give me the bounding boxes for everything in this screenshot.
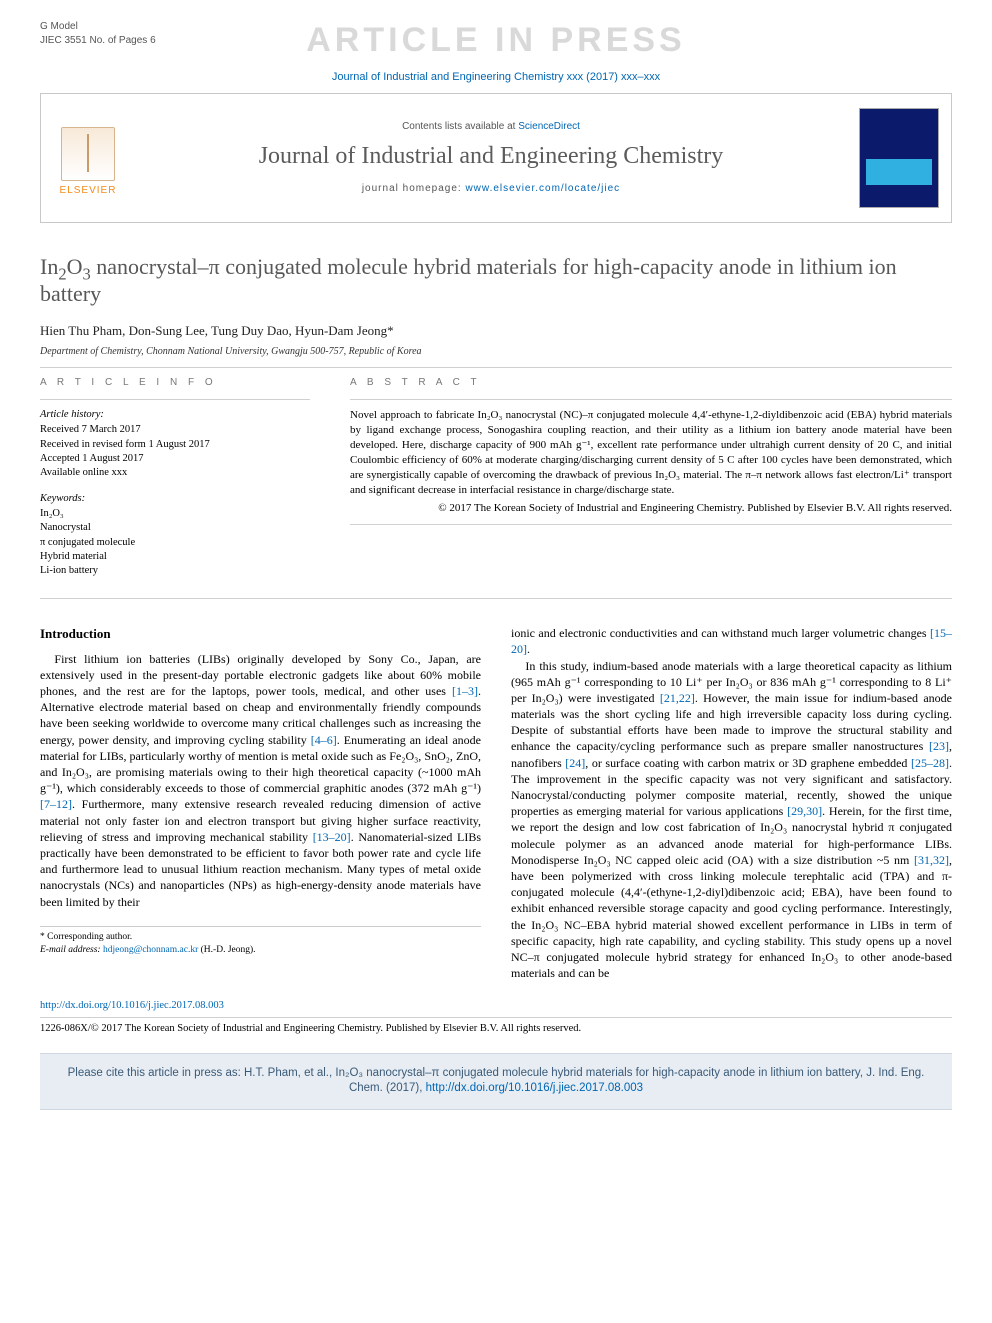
doi-link[interactable]: http://dx.doi.org/10.1016/j.jiec.2017.08… [40, 1000, 224, 1011]
corr-email-line: E-mail address: hdjeong@chonnam.ac.kr (H… [40, 944, 481, 957]
affiliation: Department of Chemistry, Chonnam Nationa… [40, 345, 952, 359]
issn-line: 1226-086X/© 2017 The Korean Society of I… [40, 1017, 952, 1036]
sciencedirect-link[interactable]: ScienceDirect [518, 121, 580, 132]
g-model-l2: JIEC 3551 No. of Pages 6 [40, 34, 156, 48]
journal-name: Journal of Industrial and Engineering Ch… [135, 140, 847, 172]
intro-heading: Introduction [40, 625, 481, 643]
author-list: Hien Thu Pham, Don-Sung Lee, Tung Duy Da… [40, 322, 952, 340]
history-item: Received 7 March 2017 [40, 423, 310, 437]
left-column: Introduction First lithium ion batteries… [40, 625, 481, 981]
abstract-copyright: © 2017 The Korean Society of Industrial … [350, 501, 952, 516]
ref-link[interactable]: [31,32] [914, 853, 949, 867]
citebox-doi-link[interactable]: http://dx.doi.org/10.1016/j.jiec.2017.08… [426, 1082, 643, 1094]
citation-box: Please cite this article in press as: H.… [40, 1053, 952, 1110]
divider [40, 367, 952, 368]
info-abstract-row: A R T I C L E I N F O Article history: R… [40, 376, 952, 590]
journal-header-card: ELSEVIER Contents lists available at Sci… [40, 93, 952, 223]
ref-link[interactable]: [4–6] [311, 733, 337, 747]
ref-link[interactable]: [1–3] [452, 684, 478, 698]
keywords-block: Keywords: In₂O₃ Nanocrystal π conjugated… [40, 492, 310, 578]
body-columns: Introduction First lithium ion batteries… [40, 625, 952, 981]
corresponding-author: * Corresponding author. E-mail address: … [40, 926, 481, 957]
history-label: Article history: [40, 408, 310, 422]
body-paragraph: ionic and electronic conductivities and … [511, 625, 952, 657]
journal-cover-thumb [859, 108, 939, 208]
ref-link[interactable]: [24] [565, 756, 585, 770]
elsevier-tree-icon [61, 127, 115, 181]
g-model-block: G Model JIEC 3551 No. of Pages 6 [40, 20, 156, 47]
history-item: Accepted 1 August 2017 [40, 452, 310, 466]
history-item: Received in revised form 1 August 2017 [40, 438, 310, 452]
article-history: Article history: Received 7 March 2017 R… [40, 408, 310, 480]
body-paragraph: In this study, indium-based anode materi… [511, 658, 952, 982]
abstract-text: Novel approach to fabricate In₂O₃ nanocr… [350, 408, 952, 497]
watermark-text: ARTICLE IN PRESS [40, 0, 952, 70]
journal-ref-link[interactable]: Journal of Industrial and Engineering Ch… [332, 71, 660, 83]
keywords-label: Keywords: [40, 492, 310, 506]
history-item: Available online xxx [40, 466, 310, 480]
journal-homepage: journal homepage: www.elsevier.com/locat… [135, 182, 847, 196]
article-info-heading: A R T I C L E I N F O [40, 376, 310, 390]
ref-link[interactable]: [29,30] [787, 804, 822, 818]
intro-paragraph: First lithium ion batteries (LIBs) origi… [40, 651, 481, 910]
keyword: Nanocrystal [40, 521, 310, 535]
article-title: In2O3 nanocrystal–π conjugated molecule … [40, 253, 952, 308]
ref-link[interactable]: [7–12] [40, 797, 72, 811]
journal-homepage-link[interactable]: www.elsevier.com/locate/jiec [465, 183, 620, 194]
keyword: In₂O₃ [40, 507, 310, 521]
corr-label: * Corresponding author. [40, 931, 481, 944]
ref-link[interactable]: [13–20] [313, 830, 351, 844]
elsevier-logo: ELSEVIER [53, 118, 123, 198]
g-model-l1: G Model [40, 20, 156, 34]
contents-line: Contents lists available at ScienceDirec… [135, 120, 847, 134]
keyword: Li-ion battery [40, 564, 310, 578]
footer-block: http://dx.doi.org/10.1016/j.jiec.2017.08… [40, 999, 952, 1036]
ref-link[interactable]: [23] [929, 739, 949, 753]
ref-link[interactable]: [25–28] [911, 756, 949, 770]
ref-link[interactable]: [21,22] [660, 691, 695, 705]
header-middle: Contents lists available at ScienceDirec… [135, 120, 847, 195]
right-column: ionic and electronic conductivities and … [511, 625, 952, 981]
abstract-col: A B S T R A C T Novel approach to fabric… [350, 376, 952, 590]
keyword: Hybrid material [40, 550, 310, 564]
article-info-col: A R T I C L E I N F O Article history: R… [40, 376, 310, 590]
journal-ref-line: Journal of Industrial and Engineering Ch… [40, 70, 952, 93]
corr-email-link[interactable]: hdjeong@chonnam.ac.kr [103, 945, 198, 955]
abstract-heading: A B S T R A C T [350, 376, 952, 390]
elsevier-label: ELSEVIER [60, 184, 117, 198]
keyword: π conjugated molecule [40, 536, 310, 550]
